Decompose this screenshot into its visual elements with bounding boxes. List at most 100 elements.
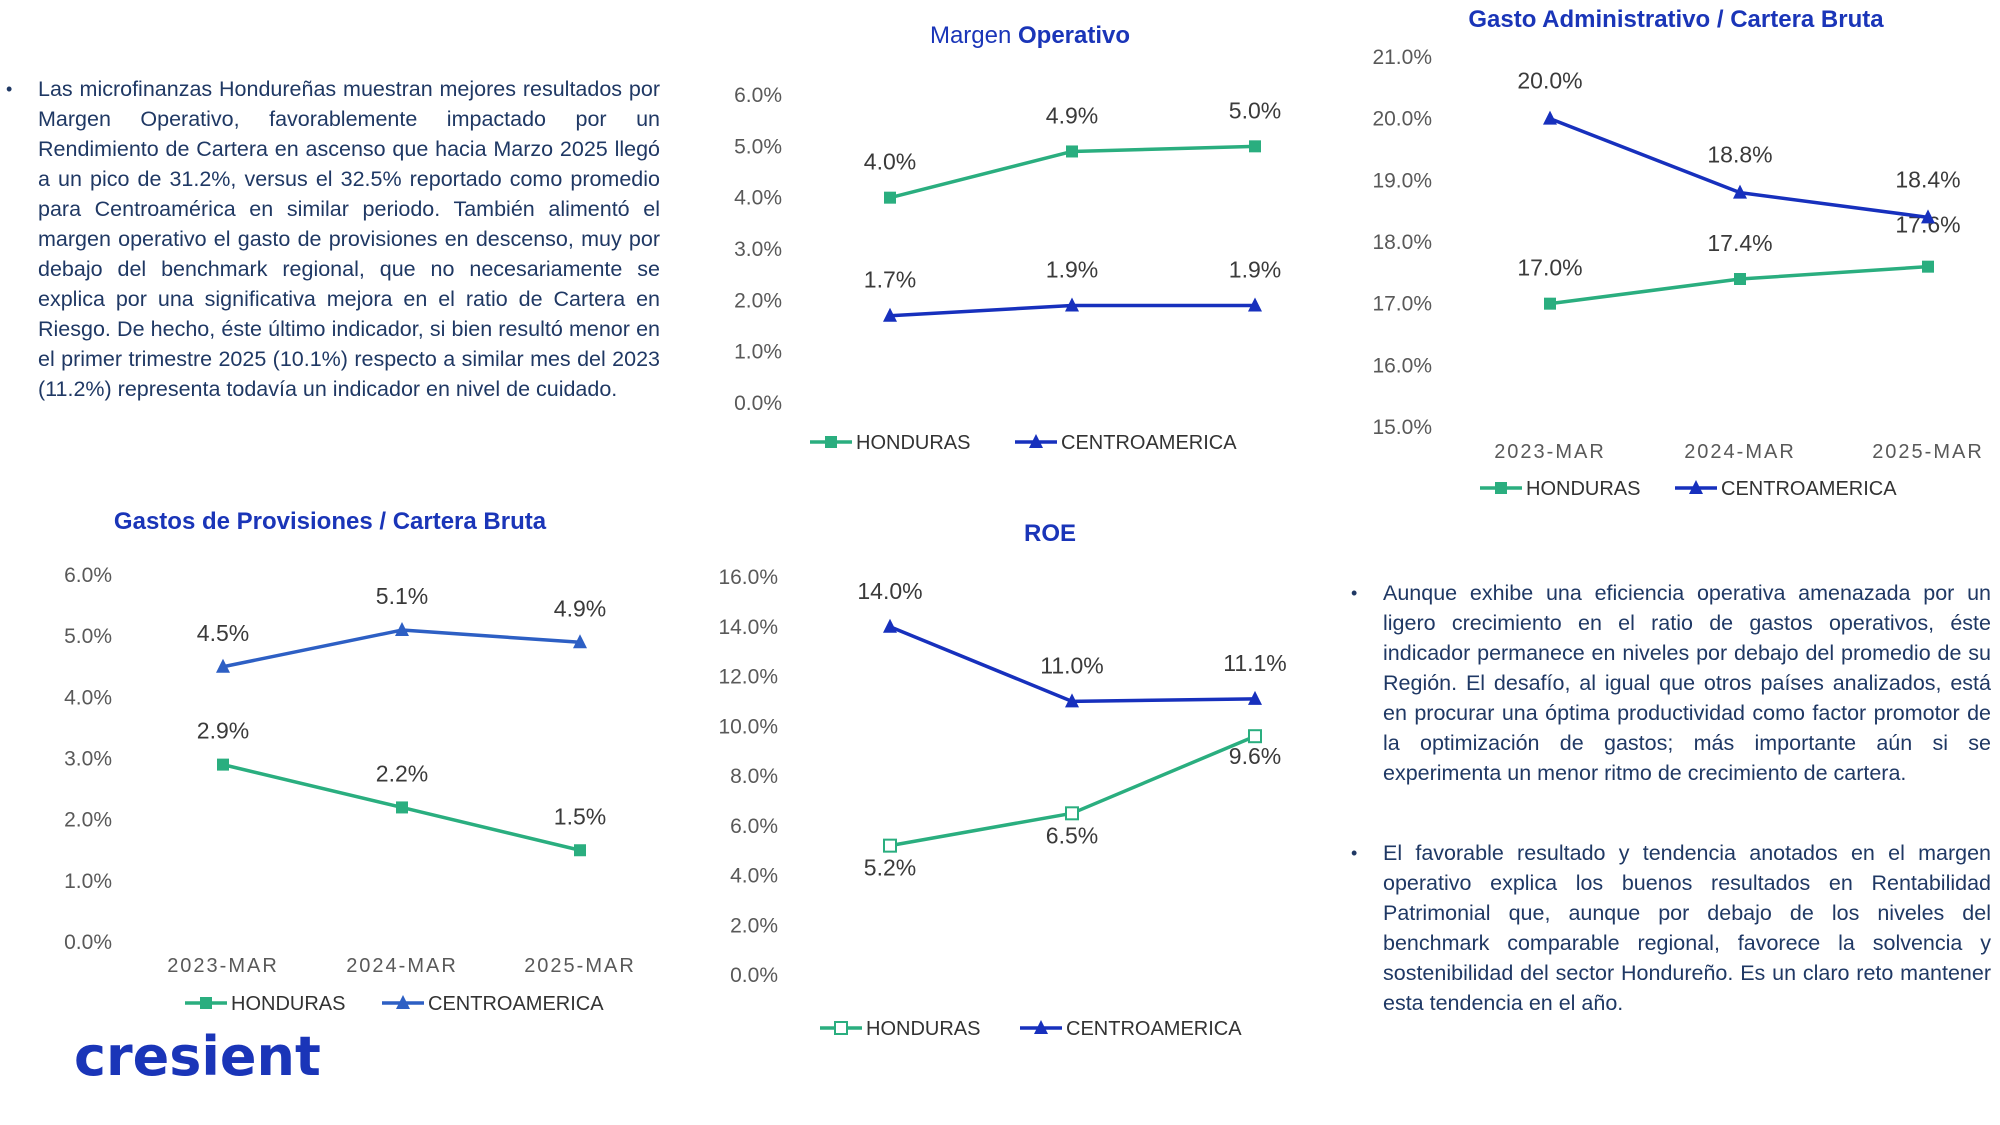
intro-paragraph: • Las microfinanzas Hondureñas muestran … bbox=[6, 74, 660, 404]
y-tick-label: 3.0% bbox=[734, 238, 782, 261]
data-point-honduras bbox=[884, 191, 896, 204]
data-point-honduras bbox=[1066, 145, 1078, 158]
legend-label-honduras: HONDURAS bbox=[1526, 478, 1640, 500]
data-point-honduras bbox=[1065, 806, 1079, 821]
profitability-paragraph: • El favorable resultado y tendencia ano… bbox=[1351, 838, 1991, 1018]
y-tick-label: 18.0% bbox=[1372, 231, 1432, 254]
data-label-centroamerica: 1.7% bbox=[864, 267, 916, 293]
x-tick-label: 2025-MAR bbox=[524, 955, 636, 977]
y-tick-label: 0.0% bbox=[730, 964, 778, 987]
y-tick-label: 1.0% bbox=[64, 870, 112, 893]
data-label-centroamerica: 4.9% bbox=[554, 595, 606, 621]
data-label-centroamerica: 18.4% bbox=[1895, 166, 1960, 192]
series-line-centroamerica bbox=[1549, 117, 1929, 220]
data-label-honduras: 2.9% bbox=[197, 718, 249, 744]
y-tick-label: 17.0% bbox=[1372, 293, 1432, 316]
data-label-centroamerica: 18.8% bbox=[1707, 142, 1772, 168]
x-tick-label: 2024-MAR bbox=[1684, 441, 1796, 463]
y-tick-label: 4.0% bbox=[734, 187, 782, 210]
legend-label-centroamerica: CENTROAMERICA bbox=[1066, 1018, 1242, 1040]
data-point-centroamerica bbox=[395, 622, 409, 637]
data-label-centroamerica: 1.9% bbox=[1229, 256, 1281, 282]
data-label-centroamerica: 20.0% bbox=[1517, 68, 1582, 94]
profitability-paragraph-text: El favorable resultado y tendencia anota… bbox=[1383, 841, 1991, 1015]
data-label-centroamerica: 14.0% bbox=[857, 578, 922, 604]
data-point-honduras bbox=[574, 844, 586, 857]
legend-label-centroamerica: CENTROAMERICA bbox=[1061, 432, 1237, 454]
y-tick-label: 2.0% bbox=[734, 289, 782, 312]
y-tick-label: 6.0% bbox=[730, 815, 778, 838]
efficiency-paragraph-text: Aunque exhibe una eficiencia operativa a… bbox=[1383, 581, 1991, 785]
data-point-honduras bbox=[217, 758, 229, 771]
data-point-honduras bbox=[1544, 297, 1556, 310]
chart-gastos-provisiones: 0.0% 1.0% 2.0% 3.0% 4.0% 5.0% 6.0% 2023-MAR 2024… bbox=[64, 564, 636, 1015]
chart-title-margen-operativo: Margen Operativo bbox=[760, 22, 1300, 50]
y-tick-label: 4.0% bbox=[64, 686, 112, 709]
data-point-honduras bbox=[1249, 140, 1261, 153]
legend-label-centroamerica: CENTROAMERICA bbox=[428, 993, 604, 1015]
y-tick-label: 16.0% bbox=[718, 566, 778, 589]
y-tick-label: 2.0% bbox=[730, 914, 778, 937]
data-label-honduras: 1.5% bbox=[554, 803, 606, 829]
y-tick-label: 0.0% bbox=[734, 392, 782, 415]
y-tick-label: 10.0% bbox=[718, 715, 778, 738]
data-point-centroamerica bbox=[1248, 690, 1262, 705]
data-label-centroamerica: 11.0% bbox=[1040, 652, 1104, 678]
intro-paragraph-text: Las microfinanzas Hondureñas muestran me… bbox=[38, 77, 660, 401]
chart-gasto-administrativo: 15.0% 16.0% 17.0% 18.0% 19.0% 20.0% 21.0% 2023-… bbox=[1372, 46, 1984, 500]
data-point-centroamerica bbox=[216, 658, 230, 673]
legend-marker-centroamerica bbox=[1029, 434, 1043, 448]
data-label-centroamerica: 5.1% bbox=[376, 583, 428, 609]
data-point-centroamerica bbox=[1248, 297, 1262, 312]
legend-label-honduras: HONDURAS bbox=[231, 993, 345, 1015]
data-label-centroamerica: 1.9% bbox=[1046, 256, 1098, 282]
y-tick-label: 16.0% bbox=[1372, 354, 1432, 377]
data-point-centroamerica bbox=[1921, 209, 1935, 224]
legend-marker-centroamerica bbox=[1034, 1020, 1048, 1034]
legend-marker-honduras bbox=[834, 1021, 848, 1035]
legend-marker-centroamerica bbox=[396, 995, 410, 1009]
data-label-honduras: 6.5% bbox=[1046, 822, 1098, 848]
data-point-centroamerica bbox=[1543, 110, 1557, 125]
y-tick-label: 5.0% bbox=[64, 625, 112, 648]
legend-marker-centroamerica bbox=[1689, 480, 1703, 494]
x-tick-label: 2024-MAR bbox=[346, 955, 458, 977]
cresient-logo: cresient bbox=[74, 1025, 321, 1088]
x-tick-label: 2025-MAR bbox=[1872, 441, 1984, 463]
y-tick-label: 1.0% bbox=[734, 341, 782, 364]
data-point-honduras bbox=[1922, 260, 1934, 273]
data-point-centroamerica bbox=[1065, 297, 1079, 312]
data-label-honduras: 4.9% bbox=[1046, 102, 1098, 128]
y-tick-label: 4.0% bbox=[730, 865, 778, 888]
chart-title-roe: ROE bbox=[1023, 520, 1076, 547]
y-tick-label: 14.0% bbox=[718, 616, 778, 639]
data-point-centroamerica bbox=[573, 634, 587, 649]
y-tick-label: 21.0% bbox=[1372, 46, 1432, 69]
data-label-honduras: 4.0% bbox=[864, 149, 916, 175]
data-label-honduras: 17.0% bbox=[1517, 255, 1582, 281]
chart-title-gasto-administrativo: Gasto Administrativo / Cartera Bruta bbox=[1468, 6, 1884, 33]
data-label-centroamerica: 4.5% bbox=[197, 620, 249, 646]
y-tick-label: 12.0% bbox=[718, 666, 778, 689]
y-tick-label: 8.0% bbox=[730, 765, 778, 788]
data-point-honduras bbox=[396, 801, 408, 814]
data-point-honduras bbox=[1248, 729, 1262, 744]
legend-label-honduras: HONDURAS bbox=[856, 432, 970, 454]
bullet-icon: • bbox=[6, 79, 13, 99]
chart-title-gastos-provisiones: Gastos de Provisiones / Cartera Bruta bbox=[113, 508, 547, 535]
y-tick-label: 2.0% bbox=[64, 809, 112, 832]
chart-roe: 0.0% 2.0% 4.0% 6.0% 8.0% 10.0% 12.0% 14.0% 16.0%… bbox=[718, 566, 1286, 1040]
legend-marker-honduras bbox=[200, 997, 212, 1009]
y-tick-label: 3.0% bbox=[64, 748, 112, 771]
y-tick-label: 19.0% bbox=[1372, 169, 1432, 192]
data-label-honduras: 9.6% bbox=[1229, 743, 1281, 769]
data-label-honduras: 5.2% bbox=[864, 855, 916, 881]
x-tick-label: 2023-MAR bbox=[1494, 441, 1606, 463]
bullet-icon: • bbox=[1351, 843, 1358, 863]
y-tick-label: 15.0% bbox=[1372, 416, 1432, 439]
chart-margen-operativo: 0.0% 1.0% 2.0% 3.0% 4.0% 5.0% 6.0% 4.0% 4.9% 5.0%… bbox=[734, 84, 1281, 454]
data-label-honduras: 2.2% bbox=[376, 760, 428, 786]
y-tick-label: 5.0% bbox=[734, 135, 782, 158]
data-point-centroamerica bbox=[1065, 693, 1079, 708]
data-point-centroamerica bbox=[883, 307, 897, 322]
